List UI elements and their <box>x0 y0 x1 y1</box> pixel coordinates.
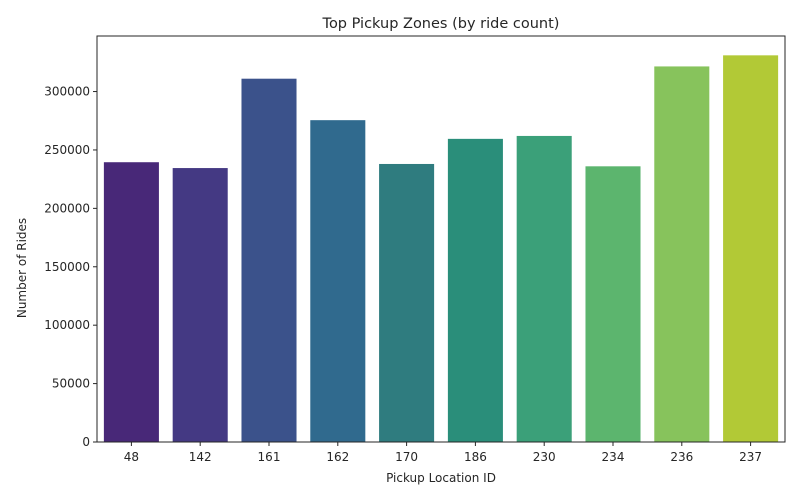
x-tick-label-48: 48 <box>124 450 139 464</box>
bar-48 <box>103 162 159 442</box>
x-tick-label-170: 170 <box>395 450 418 464</box>
y-tick-label-0: 0 <box>82 435 90 449</box>
x-tick-label-142: 142 <box>189 450 212 464</box>
bar-162 <box>310 120 366 443</box>
bar-236 <box>654 66 710 443</box>
bar-234 <box>585 166 641 442</box>
x-tick-label-161: 161 <box>258 450 281 464</box>
x-axis-label: Pickup Location ID <box>386 471 496 485</box>
y-axis-label: Number of Rides <box>15 218 29 318</box>
chart-title: Top Pickup Zones (by ride count) <box>322 16 560 32</box>
x-tick-label-234: 234 <box>602 450 625 464</box>
bar-237 <box>723 55 779 442</box>
bar-186 <box>447 138 503 443</box>
plot-area: 48 142 161 162 170 186 230 234 236 237 0 50000 10000… <box>44 35 786 464</box>
x-tick-label-237: 237 <box>739 450 762 464</box>
bar-170 <box>379 163 435 442</box>
x-tick-label-162: 162 <box>326 450 349 464</box>
x-tick-label-236: 236 <box>670 450 693 464</box>
y-tick-label-150000: 150000 <box>44 260 90 274</box>
bar-142 <box>172 168 228 442</box>
bar-161 <box>241 78 297 442</box>
y-tick-label-300000: 300000 <box>44 85 90 99</box>
y-tick-label-250000: 250000 <box>44 143 90 157</box>
axes-frame <box>96 35 786 443</box>
x-tick-label-230: 230 <box>533 450 556 464</box>
x-tick-label-186: 186 <box>464 450 487 464</box>
y-tick-label-200000: 200000 <box>44 201 90 215</box>
y-tick-label-100000: 100000 <box>44 318 90 332</box>
y-tick-label-50000: 50000 <box>52 377 90 391</box>
bar-230 <box>516 135 572 442</box>
